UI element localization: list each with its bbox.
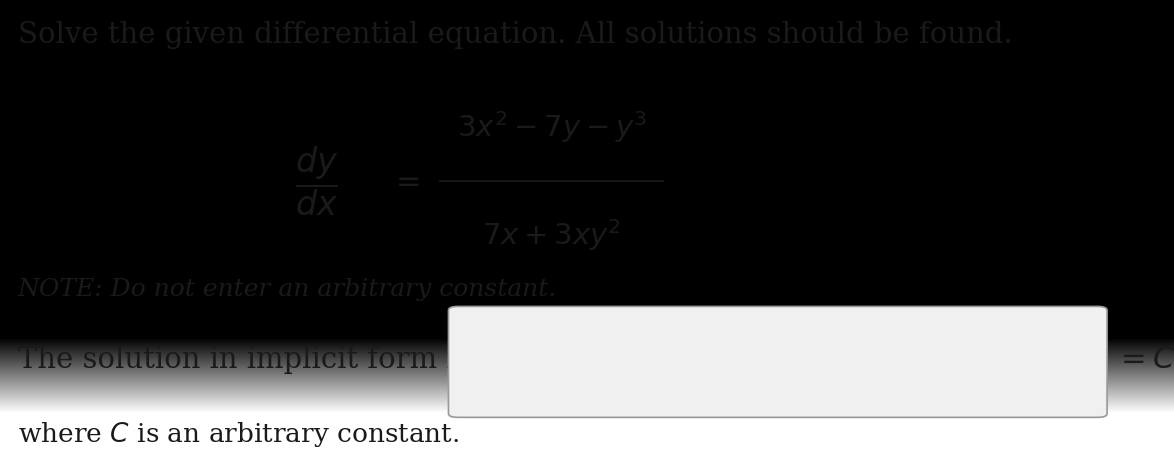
Text: $3x^2 - 7y - y^3$: $3x^2 - 7y - y^3$ — [457, 109, 647, 145]
Text: $=$: $=$ — [390, 165, 420, 196]
FancyBboxPatch shape — [448, 306, 1107, 417]
Text: where $C$ is an arbitrary constant.: where $C$ is an arbitrary constant. — [18, 420, 459, 449]
Text: NOTE: Do not enter an arbitrary constant.: NOTE: Do not enter an arbitrary constant… — [18, 278, 556, 300]
Text: $= C$: $= C$ — [1115, 344, 1174, 375]
Text: The solution in implicit form is: The solution in implicit form is — [18, 345, 470, 374]
Text: Solve the given differential equation. All solutions should be found.: Solve the given differential equation. A… — [18, 21, 1012, 49]
Text: $\dfrac{dy}{dx}$: $\dfrac{dy}{dx}$ — [296, 144, 338, 218]
Text: $7x + 3xy^2$: $7x + 3xy^2$ — [483, 217, 621, 253]
